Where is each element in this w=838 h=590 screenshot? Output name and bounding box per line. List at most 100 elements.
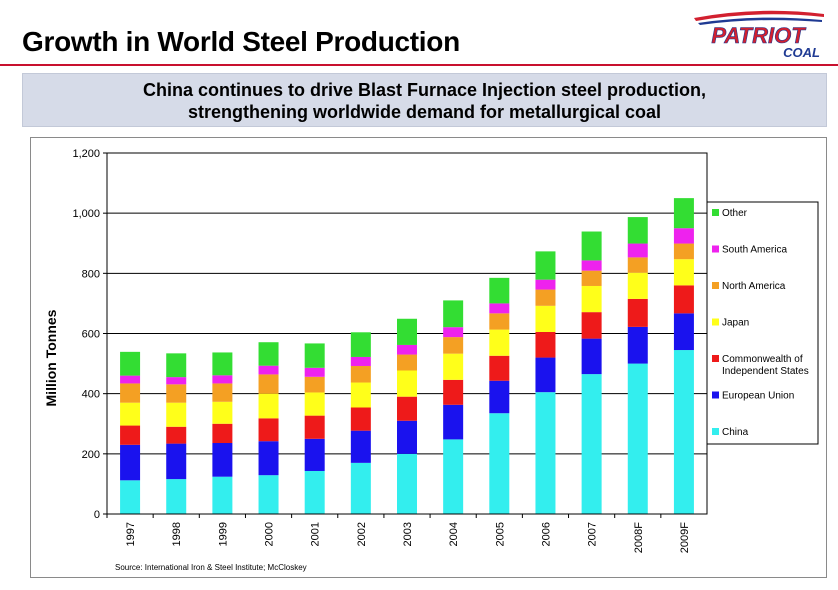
bar-segment: [673, 228, 694, 244]
y-tick-label: 1,200: [72, 148, 100, 160]
bar-segment: [258, 393, 279, 419]
bar-segment: [535, 279, 556, 290]
logo-swoosh-red: [694, 10, 824, 21]
bar-segment: [443, 404, 464, 440]
legend-label: Commonwealth of: [722, 354, 803, 365]
legend-swatch: [712, 391, 719, 399]
x-tick-label: 1999: [217, 522, 229, 546]
y-tick-label: 1,000: [72, 208, 100, 220]
title-rule: [0, 64, 838, 66]
bar-segment: [443, 353, 464, 380]
page-title: Growth in World Steel Production: [22, 26, 460, 57]
bar-segment: [627, 217, 648, 244]
y-tick-label: 400: [82, 389, 100, 401]
bar-segment: [581, 270, 602, 286]
bar-segment: [258, 342, 279, 366]
logo-text-patriot: PATRIOT: [711, 23, 806, 48]
bar-segment: [304, 392, 325, 416]
x-tick-label: 2008F: [633, 522, 645, 553]
bars: [120, 198, 694, 514]
bar-segment: [212, 383, 233, 402]
bar-segment: [258, 374, 279, 394]
bar-segment: [443, 379, 464, 405]
bar-segment: [673, 243, 694, 260]
x-tick-label: 2001: [310, 522, 322, 546]
bar-segment: [166, 402, 187, 427]
bar-segment: [166, 353, 187, 378]
bar-segment: [212, 401, 233, 424]
bar-segment: [443, 300, 464, 328]
legend-swatch: [712, 428, 719, 435]
bar-segment: [350, 462, 371, 514]
bar-segment: [443, 439, 464, 514]
x-tick-label: 2006: [540, 522, 552, 546]
steel-production-chart: 0 200 400 600 800 1,000 1,200 1997 1998 1999 2000 2…: [43, 148, 819, 572]
bar-segment: [489, 277, 510, 304]
bar-segment: [581, 374, 602, 514]
y-tick-label: 200: [82, 449, 100, 461]
bar-segment: [350, 430, 371, 463]
legend-label: South America: [722, 245, 787, 256]
legend-box: [706, 201, 819, 445]
bar-segment: [397, 318, 417, 345]
bar-segment: [212, 476, 233, 514]
bar-segment: [350, 407, 371, 431]
bar-segment: [535, 289, 556, 306]
bar-segment: [120, 375, 141, 384]
legend-label: Independent States: [722, 366, 809, 377]
bar-segment: [627, 326, 648, 364]
bar-segment: [397, 396, 417, 421]
bar-segment: [350, 332, 371, 357]
bar-segment: [535, 331, 556, 358]
legend-label: China: [722, 427, 749, 438]
bar-segment: [535, 392, 556, 514]
legend-label: Other: [722, 208, 748, 219]
bar-segment: [397, 453, 417, 514]
bar-segment: [120, 425, 141, 445]
bar-segment: [627, 257, 648, 273]
bar-segment: [627, 363, 648, 514]
bar-segment: [489, 380, 510, 414]
legend-swatch: [712, 209, 719, 216]
bar-segment: [673, 313, 694, 351]
x-tick-label: 1998: [171, 522, 183, 546]
bar-segment: [581, 338, 602, 375]
bar-segment: [581, 285, 602, 313]
logo-swoosh-blue: [698, 17, 822, 25]
bar-segment: [212, 443, 233, 477]
bar-segment: [258, 475, 279, 514]
bar-segment: [120, 444, 141, 481]
bar-segment: [350, 365, 371, 383]
legend-swatch: [712, 318, 719, 326]
bar-segment: [120, 383, 141, 403]
legend-label: North America: [722, 281, 786, 292]
bar-segment: [489, 329, 510, 356]
bar-segment: [673, 350, 694, 514]
y-tick-label: 800: [82, 268, 100, 280]
bar-segment: [166, 377, 187, 385]
bar-segment: [397, 420, 417, 454]
bar-segment: [627, 243, 648, 258]
x-tick-label: 2004: [448, 522, 460, 546]
logo-text-coal: COAL: [783, 45, 820, 60]
subtitle-line-2: strengthening worldwide demand for metal…: [187, 102, 662, 122]
bar-segment: [489, 313, 510, 330]
bar-segment: [120, 480, 141, 514]
legend-label: European Union: [722, 391, 794, 402]
bar-segment: [304, 470, 325, 514]
bar-segment: [627, 298, 648, 327]
legend: Other South America North America Japan Comm…: [706, 201, 819, 445]
subtitle-line-1: China continues to drive Blast Furnace I…: [142, 80, 707, 100]
bar-segment: [627, 272, 648, 299]
bar-segment: [258, 365, 279, 375]
bar-segment: [581, 231, 602, 261]
legend-swatch: [712, 355, 719, 362]
bar-segment: [120, 402, 141, 426]
chart-frame: 0 200 400 600 800 1,000 1,200 1997 1998 1999 2000 2…: [30, 137, 827, 578]
x-tick-label: 2002: [356, 522, 368, 546]
bar-segment: [397, 354, 417, 371]
bar-segment: [489, 413, 510, 514]
bar-segment: [673, 198, 694, 229]
source-note: Source: International Iron & Steel Insti…: [115, 563, 307, 572]
legend-swatch: [712, 245, 719, 253]
